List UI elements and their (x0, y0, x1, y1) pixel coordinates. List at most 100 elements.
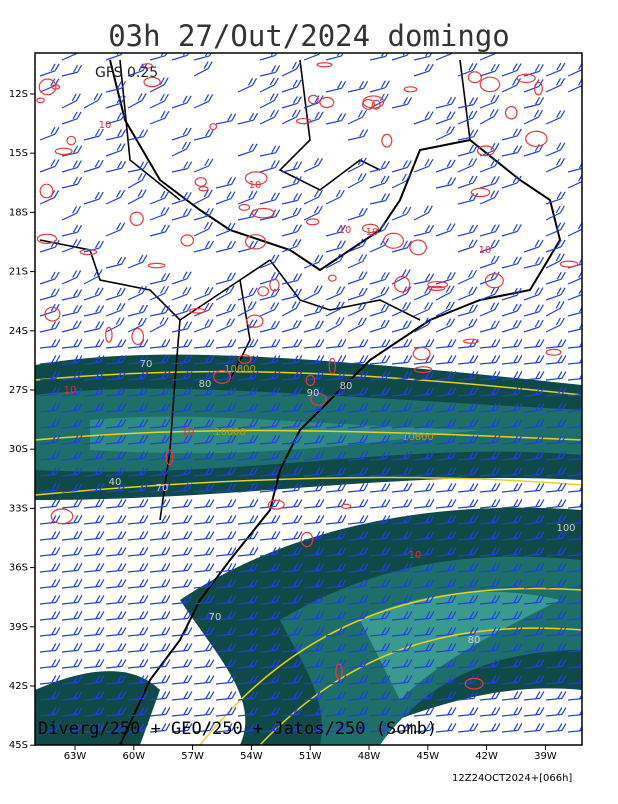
divergence-contour (244, 234, 267, 250)
wind-barb (391, 320, 412, 333)
wind-barb (105, 563, 127, 573)
wind-barb (259, 707, 281, 717)
wind-barb (281, 61, 301, 77)
wind-barb (457, 435, 479, 445)
wind-barb (413, 224, 435, 237)
wind-barb (303, 659, 325, 669)
wind-barb (391, 97, 413, 109)
wind-barb (83, 595, 105, 605)
divergence-contour (54, 147, 73, 156)
wind-barb (171, 191, 192, 205)
contour-label: 10 (366, 227, 379, 238)
wind-barb (545, 451, 567, 461)
wind-barb (347, 579, 369, 589)
wind-barb (347, 109, 367, 125)
wind-barb (545, 531, 567, 541)
wind-barb (413, 451, 435, 461)
wind-barb (479, 579, 501, 589)
wind-barb (259, 387, 281, 397)
divergence-contour (36, 97, 45, 104)
wind-barb (259, 93, 279, 109)
wind-barb (545, 142, 566, 157)
wind-barb (237, 547, 259, 557)
wind-barb (479, 271, 500, 285)
wind-barb (413, 595, 435, 605)
wind-barb (523, 435, 545, 445)
wind-barb (127, 93, 147, 109)
wind-barb (171, 579, 193, 589)
wind-barb (501, 675, 523, 685)
wind-barb (237, 579, 259, 589)
wind-barb (435, 675, 457, 685)
divergence-contour (267, 499, 285, 510)
wind-barb (215, 579, 237, 589)
wind-barb (545, 419, 567, 429)
divergence-contour (38, 78, 57, 96)
divergence-contour (335, 663, 343, 680)
wind-barb (281, 451, 303, 461)
wind-barb (325, 659, 347, 669)
wind-barb (105, 371, 127, 381)
wind-barb (105, 627, 127, 637)
wind-barb (457, 691, 479, 701)
wind-barb (457, 286, 478, 301)
wind-barb (61, 531, 83, 541)
wind-barb (237, 143, 258, 157)
wind-barb (523, 563, 545, 573)
wind-barb (259, 302, 280, 317)
wind-barb (171, 467, 193, 477)
wind-barb (127, 161, 149, 173)
contour-label: 10 (339, 225, 352, 236)
wind-barb (523, 467, 545, 477)
wind-barb (83, 387, 105, 397)
wind-barb (281, 339, 303, 349)
wind-barb (237, 531, 259, 541)
divergence-contour (428, 285, 446, 291)
wind-barb (435, 318, 456, 333)
wind-barb (281, 579, 303, 589)
wind-barb (127, 355, 149, 365)
divergence-contour (484, 273, 504, 289)
wind-barb (149, 515, 171, 525)
wind-barb (105, 595, 127, 605)
wind-barb (281, 627, 303, 637)
wind-barb (39, 321, 61, 333)
wind-barb (39, 288, 60, 301)
wind-barb (479, 371, 501, 381)
wind-barb (215, 691, 237, 701)
divergence-contour (479, 76, 501, 93)
wind-barb (479, 387, 501, 397)
wind-barb (171, 321, 193, 333)
wind-barb (171, 531, 193, 541)
wind-barb (83, 339, 105, 349)
wind-barb (457, 129, 479, 141)
wind-barb (193, 129, 215, 141)
contour-label: 70 (156, 483, 169, 494)
wind-barb (237, 563, 259, 573)
wind-barb (259, 355, 281, 365)
wind-barb (215, 318, 236, 333)
wind-barb (303, 435, 325, 445)
wind-barb (479, 158, 500, 173)
wind-barb (39, 451, 61, 461)
wind-barb (413, 53, 433, 61)
divergence-contour (198, 186, 209, 192)
lat-label: 18S (9, 207, 28, 218)
wind-barb (325, 403, 347, 413)
lat-label: 33S (9, 503, 28, 514)
wind-barb (479, 109, 499, 125)
wind-barb (325, 339, 347, 349)
divergence-contour (427, 280, 449, 289)
wind-barb (61, 563, 83, 573)
wind-barb (413, 531, 435, 541)
wind-barb (479, 723, 501, 733)
wind-barb (347, 691, 369, 701)
wind-barb (61, 387, 83, 397)
wind-barb (259, 145, 281, 157)
wind-barb (61, 451, 83, 461)
wind-barb (369, 222, 390, 237)
wind-barb (457, 723, 479, 733)
wind-barb (171, 53, 190, 61)
wind-barb (501, 659, 523, 669)
wind-barb (567, 270, 582, 285)
